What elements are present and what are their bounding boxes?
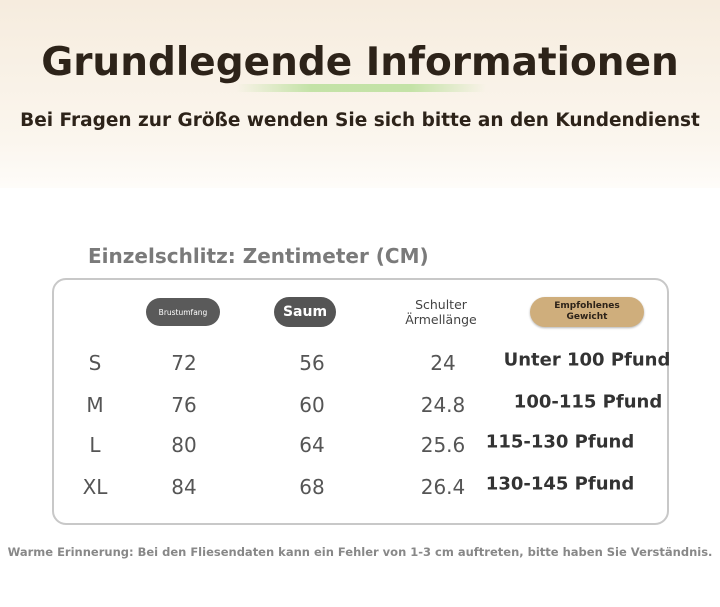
size-label: L — [89, 433, 101, 457]
measurement: 24 — [430, 351, 456, 375]
measurement: 60 — [299, 393, 325, 417]
measurement: 68 — [299, 475, 325, 499]
measurement: 72 — [171, 351, 197, 375]
measurement: 80 — [171, 433, 197, 457]
column-header: Saum — [274, 297, 336, 327]
measurement: 76 — [171, 393, 197, 417]
size-label: M — [86, 393, 104, 417]
measurement: 24.8 — [420, 393, 466, 417]
subtitle: Bei Fragen zur Größe wenden Sie sich bit… — [20, 110, 700, 131]
measurement: 56 — [299, 351, 325, 375]
weight: 130-145 Pfund — [485, 473, 635, 495]
measurement: 25.6 — [420, 433, 466, 457]
section-label: Einzelschlitz: Zentimeter (CM) — [88, 244, 429, 268]
highlight — [236, 84, 486, 92]
column-header: Schulter Ärmellänge — [405, 297, 477, 327]
table-box — [52, 278, 669, 525]
weight: 100-115 Pfund — [513, 391, 663, 413]
column-header: Brustumfang — [146, 298, 220, 326]
weight: Unter 100 Pfund — [503, 349, 671, 371]
column-header: Empfohlenes Gewicht — [530, 297, 644, 327]
size-label: S — [88, 351, 102, 375]
note: Warme Erinnerung: Bei den Fliesendaten k… — [7, 545, 713, 559]
measurement: 84 — [171, 475, 197, 499]
header-band — [0, 0, 720, 188]
size-label: XL — [82, 475, 108, 499]
title: Grundlegende Informationen — [41, 40, 679, 85]
measurement: 26.4 — [420, 475, 466, 499]
weight: 115-130 Pfund — [485, 431, 635, 453]
measurement: 64 — [299, 433, 325, 457]
